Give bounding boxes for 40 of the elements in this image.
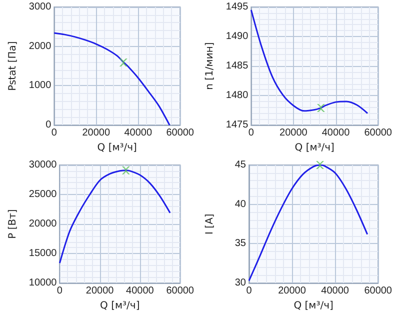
y-tick-label: 30 bbox=[234, 278, 246, 289]
x-tick-label: 60000 bbox=[364, 286, 392, 297]
y-axis-title: I [A] bbox=[204, 214, 216, 234]
y-tick-label: 1000 bbox=[28, 80, 52, 92]
y-axis-title: Pstat [Па] bbox=[8, 41, 18, 91]
x-tick-label: 20000 bbox=[280, 128, 308, 139]
y-tick-label: 45 bbox=[234, 160, 246, 170]
y-tick-label: 1490 bbox=[226, 31, 249, 42]
y-tick-label: 10000 bbox=[28, 278, 58, 289]
x-axis-title: Q [м³/ч] bbox=[97, 142, 138, 154]
y-tick-label: 25000 bbox=[28, 189, 58, 200]
y-tick-label: 30000 bbox=[28, 160, 58, 170]
y-tick-label: 40 bbox=[234, 198, 246, 210]
y-tick-label: 3000 bbox=[28, 2, 52, 12]
y-tick-label: 35 bbox=[234, 238, 246, 250]
y-tick-label: 1485 bbox=[226, 60, 249, 72]
y-axis-title: P [Вт] bbox=[8, 209, 18, 239]
x-axis-title: Q [м³/ч] bbox=[294, 142, 335, 154]
y-tick-label: 1495 bbox=[226, 2, 249, 12]
x-tick-label: 60000 bbox=[364, 128, 392, 139]
x-tick-label: 40000 bbox=[322, 128, 350, 139]
y-axis-title: n [1/мин] bbox=[204, 42, 216, 90]
x-tick-label: 40000 bbox=[321, 286, 350, 297]
line-series bbox=[53, 32, 170, 126]
x-tick-label: 20000 bbox=[82, 128, 110, 139]
y-tick-label: 1480 bbox=[226, 90, 249, 102]
x-tick-label: 60000 bbox=[166, 128, 194, 139]
y-tick-label: 20000 bbox=[28, 218, 58, 230]
x-tick-label: 60000 bbox=[166, 286, 194, 297]
x-tick-label: 40000 bbox=[124, 128, 152, 139]
x-tick-label: 20000 bbox=[86, 286, 114, 297]
line-series bbox=[250, 9, 368, 114]
y-tick-label: 1475 bbox=[226, 120, 249, 131]
x-axis-title: Q [м³/ч] bbox=[100, 300, 140, 312]
y-tick-label: 15000 bbox=[28, 248, 58, 260]
y-tick-label: 0 bbox=[46, 120, 52, 131]
x-tick-label: 20000 bbox=[278, 286, 306, 297]
x-tick-label: 40000 bbox=[126, 286, 154, 297]
y-tick-label: 2000 bbox=[28, 40, 52, 52]
x-axis-title: Q [м³/ч] bbox=[294, 300, 334, 312]
